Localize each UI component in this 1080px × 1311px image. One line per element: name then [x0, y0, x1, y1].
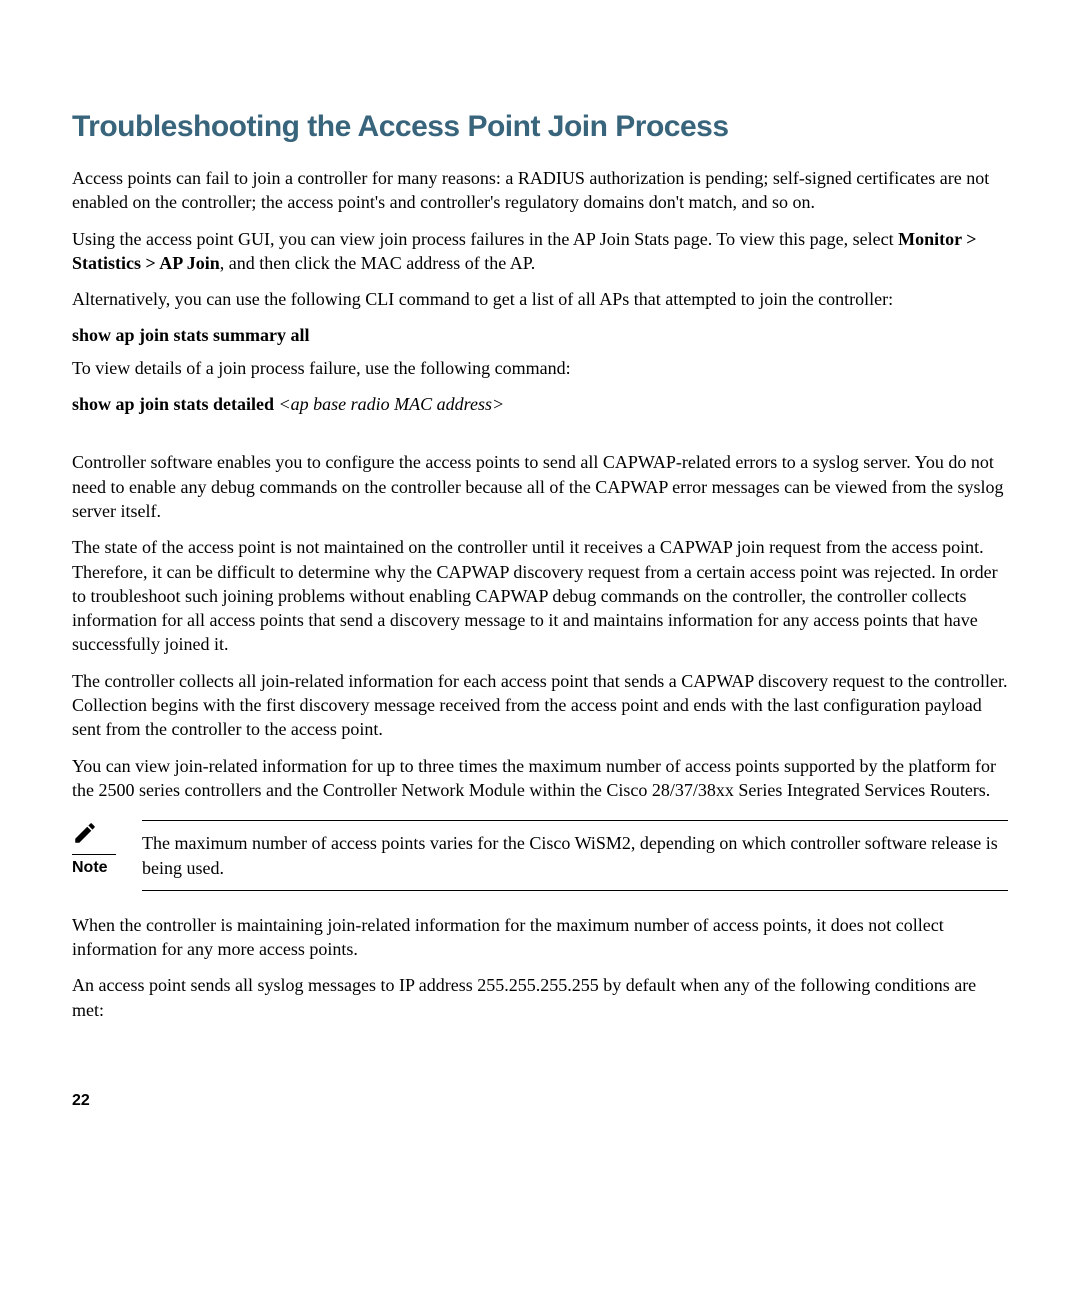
text-run: , and then click the MAC address of the …: [220, 253, 535, 273]
page-heading: Troubleshooting the Access Point Join Pr…: [72, 110, 1008, 144]
cmd-arg-italic: <ap base radio MAC address>: [279, 394, 505, 414]
document-page: Troubleshooting the Access Point Join Pr…: [0, 0, 1080, 1170]
note-underline: [72, 854, 116, 855]
page-number: 22: [72, 1092, 1008, 1110]
cli-command-detailed: show ap join stats detailed <ap base rad…: [72, 392, 1008, 416]
cli-command-summary: show ap join stats summary all: [72, 323, 1008, 347]
paragraph-syslog: Controller software enables you to confi…: [72, 450, 1008, 523]
note-body: The maximum number of access points vari…: [142, 820, 1008, 891]
pencil-icon: [72, 820, 132, 852]
spacer: [72, 424, 1008, 450]
note-block: Note The maximum number of access points…: [72, 820, 1008, 891]
cmd-text: show ap join stats detailed: [72, 394, 279, 414]
text-run: Using the access point GUI, you can view…: [72, 229, 898, 249]
note-label: Note: [72, 859, 108, 876]
paragraph-state: The state of the access point is not mai…: [72, 535, 1008, 656]
paragraph-details-intro: To view details of a join process failur…: [72, 356, 1008, 380]
paragraph-view: You can view join-related information fo…: [72, 754, 1008, 803]
paragraph-maintain: When the controller is maintaining join-…: [72, 913, 1008, 962]
paragraph-syslog-ip: An access point sends all syslog message…: [72, 973, 1008, 1022]
paragraph-intro: Access points can fail to join a control…: [72, 166, 1008, 215]
note-label-column: Note: [72, 820, 132, 877]
paragraph-gui: Using the access point GUI, you can view…: [72, 227, 1008, 276]
paragraph-collect: The controller collects all join-related…: [72, 669, 1008, 742]
paragraph-cli-intro: Alternatively, you can use the following…: [72, 287, 1008, 311]
